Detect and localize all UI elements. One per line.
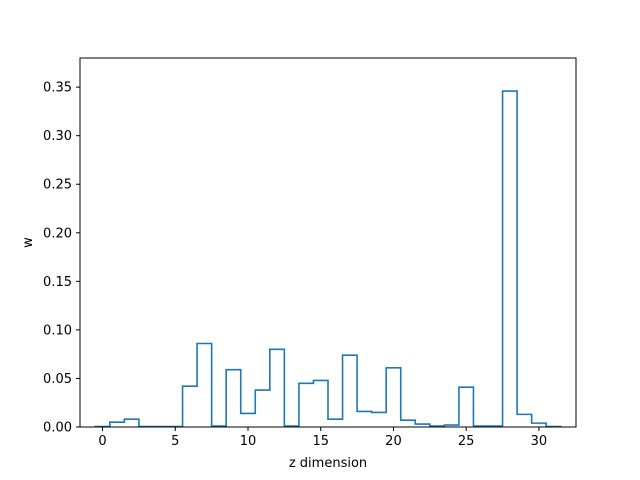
x-tick-label: 0: [98, 434, 106, 449]
x-tick-label: 20: [385, 434, 402, 449]
plot-frame: [79, 57, 577, 428]
y-tick-label: 0.20: [43, 226, 72, 241]
x-tick-label: 15: [312, 434, 329, 449]
x-tick-label: 30: [531, 434, 548, 449]
y-tick-label: 0.05: [43, 372, 72, 387]
series-line: [94, 90, 562, 428]
series-layer: [94, 90, 562, 428]
y-tick-label: 0.10: [43, 323, 72, 338]
x-tick-label: 5: [171, 434, 179, 449]
y-axis-label: w: [21, 237, 36, 248]
y-tick-label: 0.30: [43, 129, 72, 144]
y-tick-label: 0.15: [43, 275, 72, 290]
ticks-layer: 0 5 10 15 20 25 30 0.00 0.05 0.10 0.15 0.20 0.25 0.30…: [43, 81, 547, 449]
x-tick-label: 10: [240, 434, 257, 449]
y-tick-label: 0.25: [43, 178, 72, 193]
y-tick-label: 0.00: [43, 421, 72, 436]
x-axis-label: z dimension: [289, 456, 367, 471]
y-tick-label: 0.35: [43, 81, 72, 96]
x-tick-label: 25: [458, 434, 475, 449]
